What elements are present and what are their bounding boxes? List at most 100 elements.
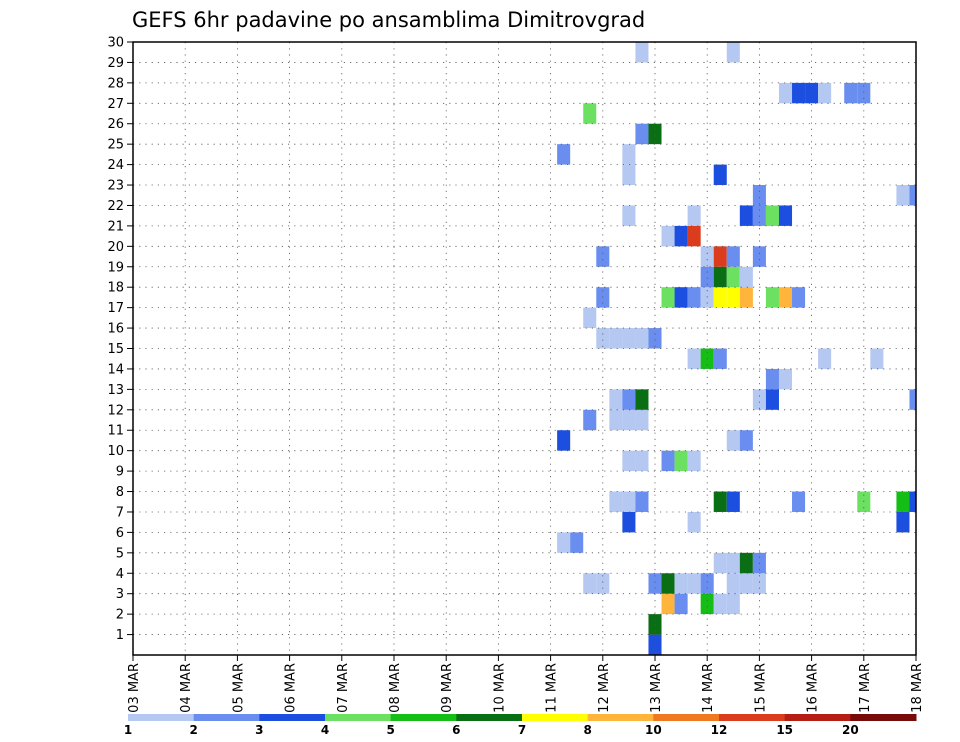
heatmap-cell: [739, 287, 753, 308]
heatmap-cell: [674, 593, 688, 615]
heatmap-cell: [583, 307, 597, 329]
heatmap-cell: [687, 205, 701, 226]
heatmap-cell: [596, 328, 610, 349]
y-tick-label: 19: [107, 260, 124, 275]
heatmap-cell: [648, 634, 662, 655]
heatmap-cell: [661, 450, 675, 472]
y-tick-label: 6: [116, 526, 124, 541]
heatmap-cell: [700, 266, 714, 288]
heatmap-cell: [596, 573, 610, 594]
heatmap-cell: [792, 491, 806, 512]
y-tick-label: 13: [107, 383, 124, 398]
heatmap-cell: [674, 287, 688, 308]
x-tick-label: 03 MAR: [127, 663, 142, 713]
heatmap-cell: [648, 614, 662, 635]
heatmap-cell: [622, 205, 636, 226]
heatmap-cell: [857, 82, 871, 104]
x-tick-label: 18 MAR: [910, 663, 925, 713]
heatmap-cell: [622, 450, 636, 472]
heatmap-cell: [739, 573, 753, 594]
heatmap-cell: [583, 409, 597, 431]
y-tick-label: 4: [116, 567, 124, 582]
heatmap-cell: [700, 246, 714, 267]
heatmap-cell: [778, 82, 793, 104]
heatmap-cell: [583, 103, 597, 124]
color-legend: 1 2 3 4 5 6 7 8 10 12 15 20: [124, 714, 917, 737]
heatmap-cell: [596, 246, 610, 267]
heatmap-cell: [687, 573, 701, 594]
heatmap-cell: [765, 368, 779, 390]
y-tick-label: 3: [116, 587, 124, 602]
legend-label: 4: [321, 723, 329, 737]
heatmap-cell: [648, 573, 662, 594]
heatmap-cell: [778, 368, 793, 390]
legend-swatch: [784, 714, 851, 721]
heatmap-cell: [896, 511, 910, 533]
legend-swatch: [325, 714, 392, 721]
heatmap-cell: [622, 491, 636, 512]
y-tick-label: 12: [107, 403, 124, 418]
y-tick-label: 27: [107, 97, 124, 112]
heatmap-cell: [739, 205, 753, 226]
heatmap-cell: [635, 42, 649, 63]
heatmap-cell: [609, 491, 623, 512]
y-tick-label: 15: [107, 342, 124, 357]
heatmap-cell: [765, 389, 779, 410]
y-tick-label: 24: [107, 158, 124, 173]
x-tick-label: 08 MAR: [388, 663, 403, 713]
legend-label: 10: [645, 723, 662, 737]
x-tick-label: 16 MAR: [806, 663, 821, 713]
y-tick-label: 20: [107, 240, 124, 255]
heatmap-cell: [726, 573, 740, 594]
heatmap-cell: [713, 164, 727, 186]
heatmap-cell: [674, 573, 688, 594]
heatmap-cell: [752, 185, 766, 206]
heatmap-cell: [596, 287, 610, 308]
heatmap-cell: [713, 491, 727, 512]
heatmap-cell: [726, 246, 740, 267]
heatmap-cell: [818, 348, 832, 369]
heatmap-cell: [609, 409, 623, 431]
heatmap-cell: [687, 450, 701, 472]
heatmap-cell: [726, 430, 740, 451]
legend-label: 6: [452, 723, 460, 737]
heatmap-cell: [635, 328, 649, 349]
heatmap-cell: [687, 511, 701, 533]
heatmap-cell: [609, 389, 623, 410]
legend-label: 12: [711, 723, 728, 737]
y-tick-label: 30: [107, 36, 124, 51]
heatmap-cell: [674, 450, 688, 472]
x-tick-label: 06 MAR: [284, 663, 299, 713]
heatmap-cell: [909, 185, 916, 206]
y-tick-label: 10: [107, 444, 124, 459]
heatmap-cell: [726, 593, 740, 615]
heatmap-cell: [687, 287, 701, 308]
x-tick-label: 10 MAR: [492, 663, 507, 713]
heatmap-cell: [674, 225, 688, 247]
heatmap-cell: [726, 491, 740, 512]
heatmap-cell: [909, 491, 916, 512]
heatmap-cell: [713, 552, 727, 574]
x-tick-label: 05 MAR: [231, 663, 246, 713]
heatmap-cell: [739, 266, 753, 288]
heatmap-cell: [713, 287, 727, 308]
heatmap-cell: [635, 491, 649, 512]
heatmap-cell: [700, 287, 714, 308]
heatmap-cell: [739, 430, 753, 451]
heatmap-cell: [622, 409, 636, 431]
grid-lines: [133, 42, 916, 655]
y-tick-label: 21: [107, 219, 124, 234]
heatmap-cell: [805, 82, 819, 104]
heatmap-cell: [661, 593, 675, 615]
heatmap-cell: [687, 348, 701, 369]
heatmap-cell: [896, 491, 910, 512]
heatmap-cell: [635, 123, 649, 145]
y-tick-label: 16: [107, 322, 124, 337]
y-tick-label: 28: [107, 76, 124, 91]
heatmap-cell: [765, 287, 779, 308]
legend-swatch: [193, 714, 260, 721]
x-axis: 03 MAR 04 MAR 05 MAR 06 MAR 07 MAR 08 MAR 09 M…: [127, 655, 925, 713]
heatmap-cell: [622, 328, 636, 349]
heatmap-cell: [778, 287, 793, 308]
